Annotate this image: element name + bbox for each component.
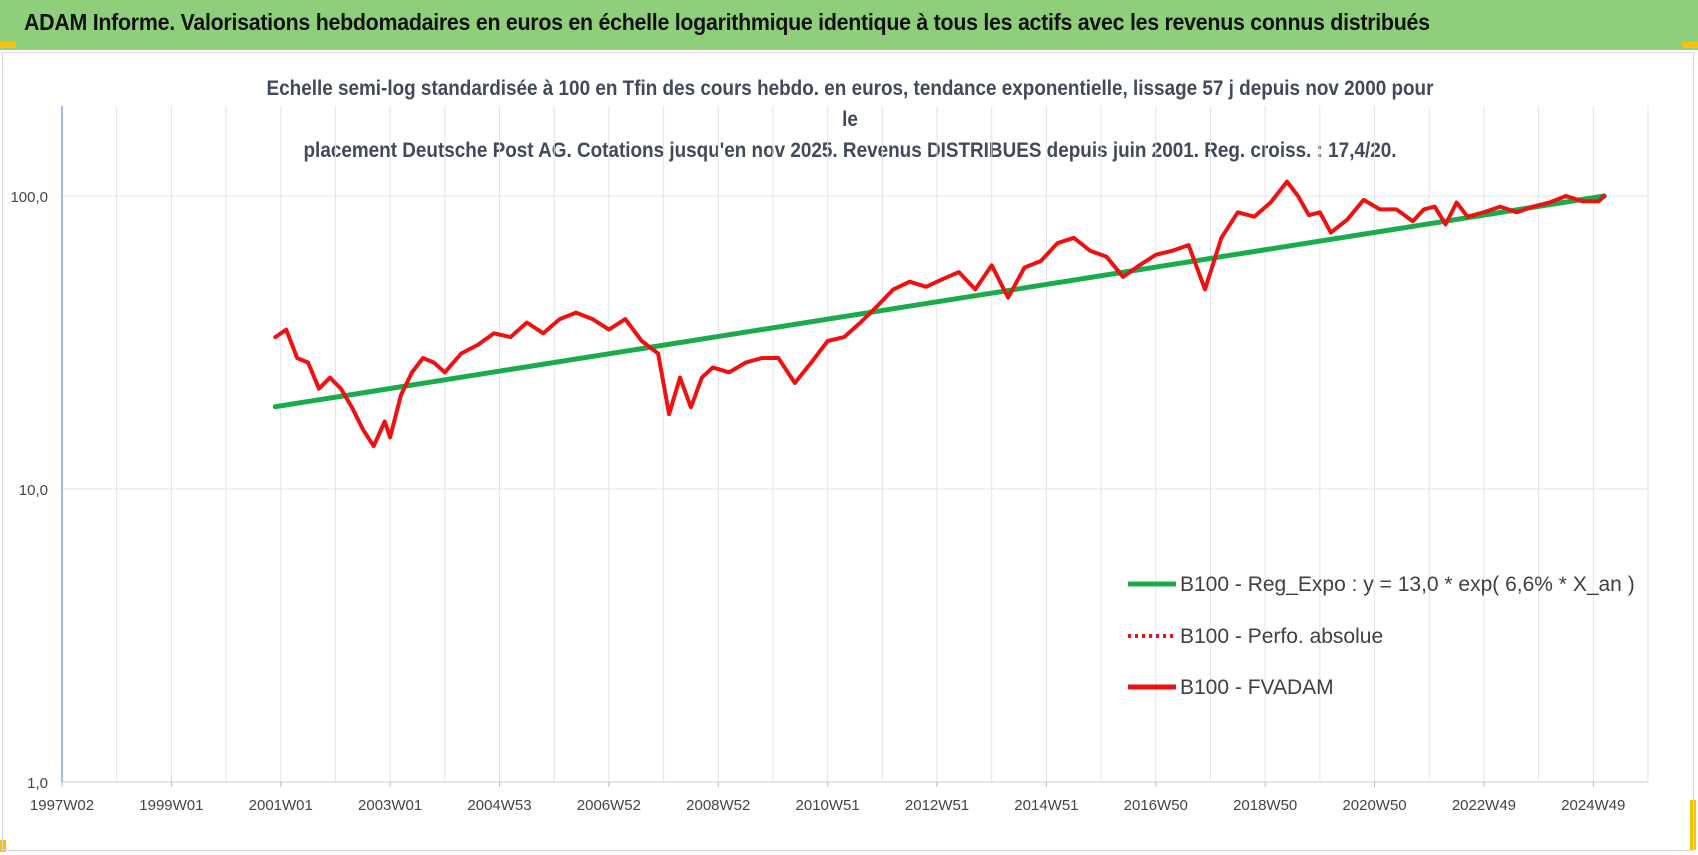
legend: B100 - Reg_Expo : y = 13,0 * exp( 6,6% *…: [1128, 573, 1635, 699]
series-line-fvadam: [273, 179, 1607, 449]
y-tick-label: 10,0: [19, 482, 48, 499]
corner-accent-top-right: [1682, 42, 1698, 48]
x-tick-label: 2004W53: [467, 797, 531, 814]
chart-title-line1: Echelle semi-log standardisée à 100 en T…: [266, 77, 1434, 131]
legend-label-trend: B100 - Reg_Expo : y = 13,0 * exp( 6,6% *…: [1180, 573, 1635, 596]
legend-label-fvadam: B100 - FVADAM: [1180, 676, 1334, 699]
x-tick-label: 2001W01: [249, 797, 313, 814]
y-tick-label: 1,0: [27, 775, 48, 792]
x-tick-label: 2006W52: [577, 797, 641, 814]
axes: 1,0 10,0 100,0 1997W02 1999W01 2001W01 2003W01…: [10, 106, 1648, 814]
x-tick-label: 1999W01: [139, 797, 203, 814]
x-tick-label: 2010W51: [796, 797, 860, 814]
banner-title: ADAM Informe. Valorisations hebdomadaire…: [24, 9, 1430, 35]
series-line-trend: [272, 193, 1607, 410]
x-tick-label: 2012W51: [905, 797, 969, 814]
corner-accent-bottom-left: [0, 840, 6, 852]
title-banner: ADAM Informe. Valorisations hebdomadaire…: [0, 0, 1698, 50]
chart-title-line2: placement Deutsche Post AG. Cotations ju…: [303, 139, 1397, 162]
series-lines: [272, 179, 1607, 449]
x-tick-label: 2022W49: [1452, 797, 1516, 814]
chart-frame: [2, 52, 1694, 851]
x-tick-label: 2024W49: [1561, 797, 1625, 814]
chart-title: Echelle semi-log standardisée à 100 en T…: [265, 73, 1435, 166]
x-tick-label: 2020W50: [1342, 797, 1406, 814]
y-tick-label: 100,0: [10, 189, 48, 206]
x-tick-label: 1997W02: [30, 797, 94, 814]
corner-accent-top-left: [0, 42, 16, 48]
legend-label-perfo: B100 - Perfo. absolue: [1180, 625, 1383, 648]
x-tick-label: 2018W50: [1233, 797, 1297, 814]
x-tick-label: 2008W52: [686, 797, 750, 814]
x-tick-label: 2016W50: [1124, 797, 1188, 814]
x-tick-label: 2014W51: [1014, 797, 1078, 814]
x-tick-label: 2003W01: [358, 797, 422, 814]
grid-lines: [61, 106, 1649, 783]
